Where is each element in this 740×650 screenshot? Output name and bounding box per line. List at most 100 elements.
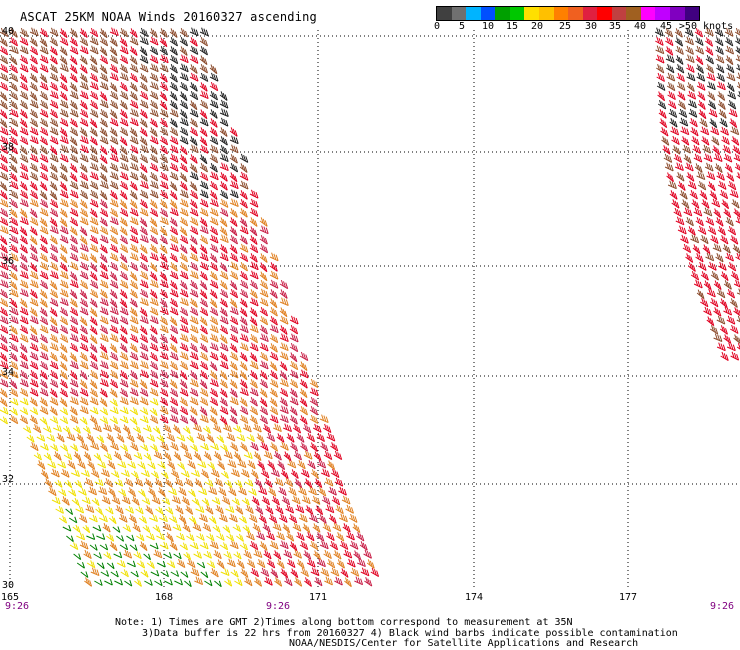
wind-barb [0, 334, 8, 344]
wind-barb [345, 504, 354, 514]
wind-barb [169, 379, 178, 389]
wind-barb [49, 90, 59, 100]
wind-barb [59, 279, 69, 289]
wind-barb [106, 562, 115, 570]
wind-barb [72, 524, 81, 533]
wind-barb [39, 416, 48, 426]
wind-barb [267, 460, 276, 470]
wind-barb [229, 406, 238, 417]
wind-barb [189, 396, 199, 406]
wind-barb [332, 522, 342, 532]
wind-barb [710, 234, 719, 245]
wind-barb [89, 171, 99, 181]
wind-barb [0, 252, 9, 261]
wind-barb [19, 298, 28, 308]
wind-barb [289, 324, 299, 335]
wind-barb [129, 370, 138, 380]
wind-barb [107, 460, 116, 470]
wind-barb [669, 190, 678, 200]
wind-barb [0, 235, 8, 246]
wind-barb [94, 579, 103, 586]
wind-barb [730, 235, 739, 245]
wind-barb [119, 298, 128, 309]
wind-barb [99, 190, 108, 201]
wind-barb [179, 324, 189, 333]
wind-barb [269, 289, 278, 299]
wind-barb [61, 496, 70, 506]
wind-barb [731, 136, 740, 146]
wind-barb [0, 81, 9, 91]
lon-label-165: 165 [0, 592, 20, 603]
wind-barb [287, 459, 297, 469]
wind-barb [229, 244, 238, 254]
wind-barb [49, 117, 59, 128]
wind-barb [129, 271, 138, 282]
wind-barb [139, 199, 148, 209]
wind-barb [675, 216, 685, 226]
wind-barb [236, 559, 245, 569]
wind-barb [289, 369, 299, 379]
wind-barb [89, 352, 98, 362]
wind-barb [199, 127, 208, 137]
wind-barb [29, 325, 38, 336]
wind-barb [179, 135, 189, 145]
wind-barb [51, 496, 61, 505]
wind-barb [79, 36, 89, 47]
wind-barb [119, 126, 129, 137]
wind-barb [694, 28, 704, 38]
wind-barb [241, 497, 250, 506]
wind-barb [81, 496, 91, 505]
wind-barb [707, 225, 717, 236]
wind-barb [199, 396, 209, 406]
wind-barb [229, 388, 238, 398]
wind-barb [229, 135, 239, 145]
wind-barb [229, 369, 239, 379]
wind-barb [109, 27, 119, 37]
wind-barb [663, 153, 673, 163]
wind-barb [249, 540, 259, 551]
wind-barb [39, 387, 49, 397]
wind-barb [189, 541, 199, 550]
wind-barb [141, 497, 151, 505]
wind-barb [259, 271, 268, 282]
wind-barb [149, 171, 159, 182]
wind-barb [99, 397, 108, 407]
wind-barb [150, 470, 159, 479]
scale-swatch [437, 7, 452, 20]
wind-barb [136, 533, 145, 542]
wind-barb [0, 225, 9, 235]
wind-barb [129, 351, 139, 361]
wind-barb [309, 405, 319, 416]
wind-barb [218, 486, 227, 497]
wind-barb [249, 235, 258, 245]
wind-barb [717, 226, 726, 236]
wind-barb [9, 352, 18, 362]
wind-barb [209, 171, 219, 181]
wind-barb [86, 433, 95, 443]
wind-barb [209, 118, 218, 128]
wind-barb [79, 216, 89, 226]
wind-barb [327, 460, 336, 471]
wind-barb [725, 37, 734, 47]
wind-barb [9, 252, 19, 262]
wind-barb [665, 54, 675, 63]
wind-barb [59, 46, 68, 56]
wind-barb [695, 36, 704, 46]
wind-barb [149, 334, 158, 344]
wind-barb [129, 261, 139, 272]
wind-barb [0, 63, 9, 74]
wind-barb [89, 145, 98, 155]
wind-barb [125, 505, 134, 514]
wind-barb [303, 550, 312, 560]
wind-barb [99, 163, 108, 173]
wind-barb [666, 81, 676, 92]
wind-barb [79, 297, 89, 308]
wind-barb [339, 540, 349, 550]
wind-barb [29, 235, 38, 246]
wind-barb [176, 433, 186, 442]
wind-barb [209, 370, 218, 380]
wind-barb [259, 379, 268, 389]
wind-barb [209, 135, 219, 145]
wind-barb [99, 388, 108, 398]
wind-barb [249, 207, 259, 217]
